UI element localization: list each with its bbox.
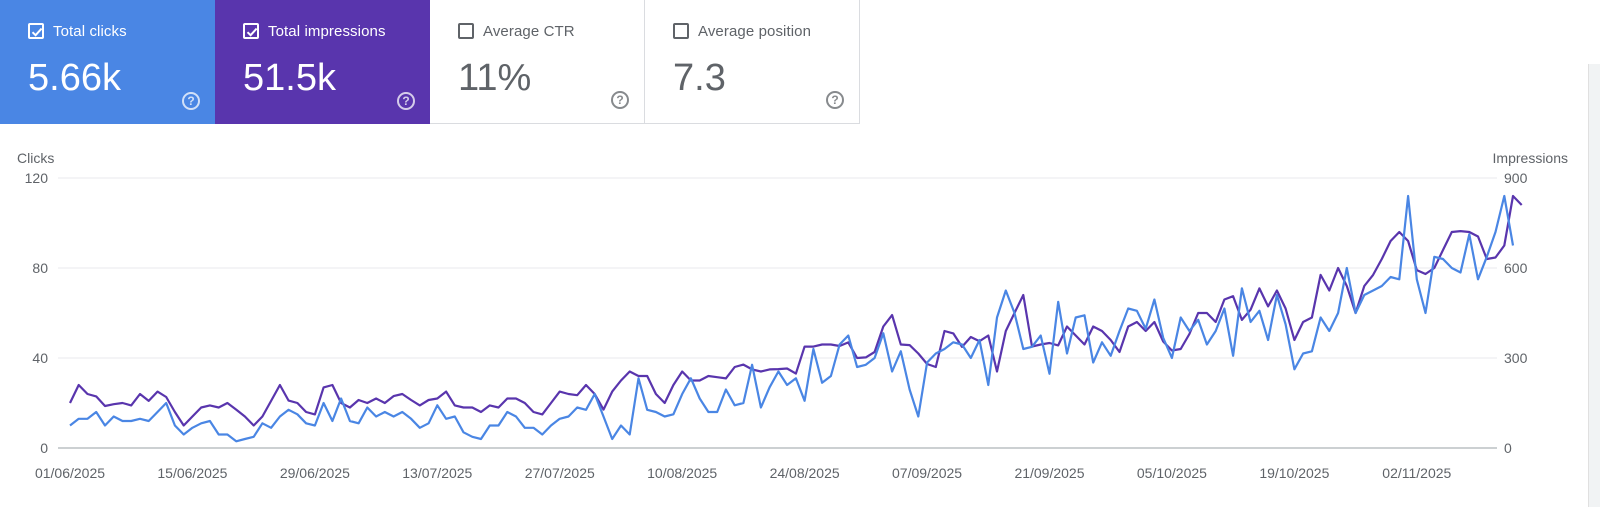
x-tick-label: 10/08/2025: [647, 465, 717, 481]
x-tick-label: 27/07/2025: [525, 465, 595, 481]
metric-value: 7.3: [673, 57, 726, 99]
metric-card-total-clicks[interactable]: Total clicks 5.66k ?: [0, 0, 215, 124]
metric-label: Total clicks: [53, 22, 127, 40]
y-tick-label-left: 0: [40, 440, 48, 456]
x-tick-label: 19/10/2025: [1259, 465, 1329, 481]
y-axis-title-left: Clicks: [17, 150, 54, 166]
metric-card-average-ctr[interactable]: Average CTR 11% ?: [430, 0, 645, 124]
metric-label: Average CTR: [483, 22, 575, 40]
y-tick-label-right: 900: [1504, 170, 1528, 186]
x-tick-label: 02/11/2025: [1382, 465, 1451, 481]
x-tick-label: 07/09/2025: [892, 465, 962, 481]
y-tick-label-right: 0: [1504, 440, 1512, 456]
metric-value: 51.5k: [243, 57, 336, 99]
series-line-impressions: [69, 194, 1523, 427]
checkbox-checked-icon[interactable]: [243, 23, 259, 39]
metric-value: 5.66k: [28, 57, 121, 99]
grid: [58, 177, 1497, 449]
metric-card-average-position[interactable]: Average position 7.3 ?: [645, 0, 860, 124]
checkbox-checked-icon[interactable]: [28, 23, 44, 39]
metric-card-total-impressions[interactable]: Total impressions 51.5k ?: [215, 0, 430, 124]
y-axis-title-right: Impressions: [1493, 150, 1568, 166]
y-tick-label-left: 40: [32, 350, 48, 366]
series-lines: [69, 194, 1523, 443]
y-ticks-left: 0 40 80 120: [25, 170, 49, 456]
x-tick-label: 01/06/2025: [35, 465, 105, 481]
y-tick-label-right: 300: [1504, 350, 1528, 366]
checkbox-unchecked-icon[interactable]: [673, 23, 689, 39]
x-tick-label: 13/07/2025: [402, 465, 472, 481]
y-tick-label-left: 120: [25, 170, 49, 186]
x-tick-label: 05/10/2025: [1137, 465, 1207, 481]
metric-value: 11%: [458, 57, 532, 99]
x-tick-label: 24/08/2025: [770, 465, 840, 481]
x-tick-label: 15/06/2025: [157, 465, 227, 481]
checkbox-unchecked-icon[interactable]: [458, 23, 474, 39]
x-tick-label: 29/06/2025: [280, 465, 350, 481]
help-circle-icon[interactable]: ?: [182, 92, 200, 110]
performance-line-chart: Clicks Impressions 0 40 80 120 0 300 600 900 0…: [17, 150, 1568, 481]
scrollbar[interactable]: [1588, 64, 1600, 507]
metric-label: Average position: [698, 22, 812, 40]
x-ticks: 01/06/2025 15/06/2025 29/06/2025 13/07/2025…: [35, 465, 1452, 481]
metric-cards: Total clicks 5.66k ? Total impressions 5…: [0, 0, 860, 124]
metric-label: Total impressions: [268, 22, 386, 40]
x-tick-label: 21/09/2025: [1014, 465, 1084, 481]
help-circle-icon[interactable]: ?: [397, 92, 415, 110]
help-circle-icon[interactable]: ?: [611, 91, 629, 109]
help-circle-icon[interactable]: ?: [826, 91, 844, 109]
y-tick-label-left: 80: [32, 260, 48, 276]
series-line-clicks: [69, 194, 1515, 443]
y-tick-label-right: 600: [1504, 260, 1528, 276]
y-ticks-right: 0 300 600 900: [1504, 170, 1528, 456]
